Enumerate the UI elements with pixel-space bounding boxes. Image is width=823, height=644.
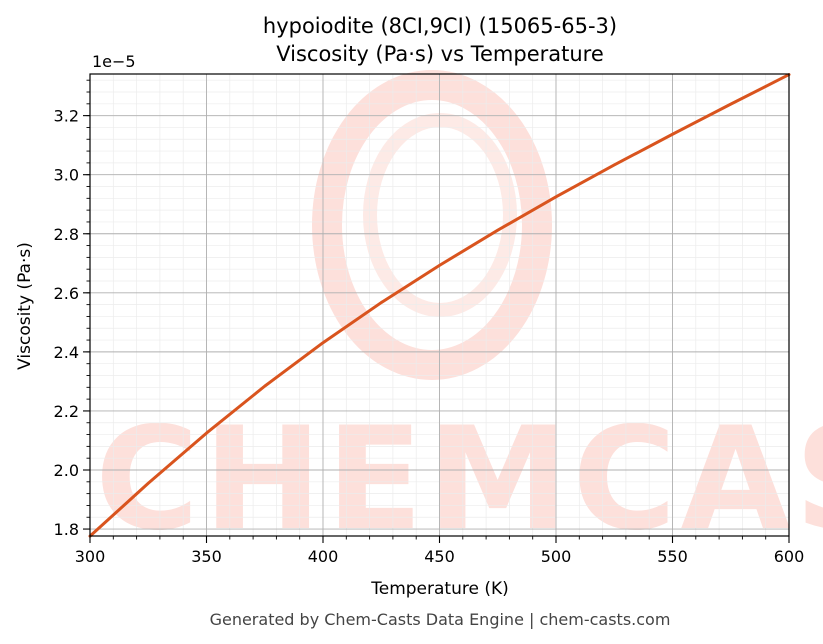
watermark-ring (312, 70, 552, 380)
chart-title: hypoiodite (8CI,9CI) (15065-65-3) (263, 14, 617, 38)
x-tick-label: 350 (191, 547, 222, 566)
watermark-inner-ring (363, 113, 517, 317)
y-tick-label: 2.6 (54, 284, 79, 303)
x-tick-label: 550 (657, 547, 688, 566)
x-tick-label: 600 (774, 547, 805, 566)
y-tick-label: 3.2 (54, 107, 79, 126)
series-layer (88, 73, 791, 538)
x-tick-label: 450 (424, 547, 455, 566)
x-axis-label: Temperature (K) (370, 579, 509, 599)
y-tick-label: 2.0 (54, 461, 79, 480)
y-offset-label: 1e−5 (92, 52, 136, 71)
plot-frame (89, 73, 790, 537)
y-tick-label: 2.4 (54, 343, 79, 362)
footer-credit: Generated by Chem-Casts Data Engine | ch… (210, 610, 671, 629)
axis-ticks: 300 350 400 450 500 550 600 1.8 2.0 2.2 2.4 2.6 2.8 3… (54, 79, 805, 566)
series-line (88, 73, 791, 538)
x-tick-label: 400 (308, 547, 339, 566)
y-tick-label: 3.0 (54, 166, 79, 185)
y-tick-label: 1.8 (54, 520, 79, 539)
watermark-text: CHEMCASTS (95, 397, 823, 562)
y-tick-label: 2.8 (54, 225, 79, 244)
y-axis-label: Viscosity (Pa·s) (15, 242, 35, 370)
y-tick-label: 2.2 (54, 402, 79, 421)
chart-subtitle: Viscosity (Pa·s) vs Temperature (276, 42, 604, 66)
x-tick-label: 500 (541, 547, 572, 566)
major-grid (89, 74, 790, 536)
x-tick-label: 300 (75, 547, 106, 566)
